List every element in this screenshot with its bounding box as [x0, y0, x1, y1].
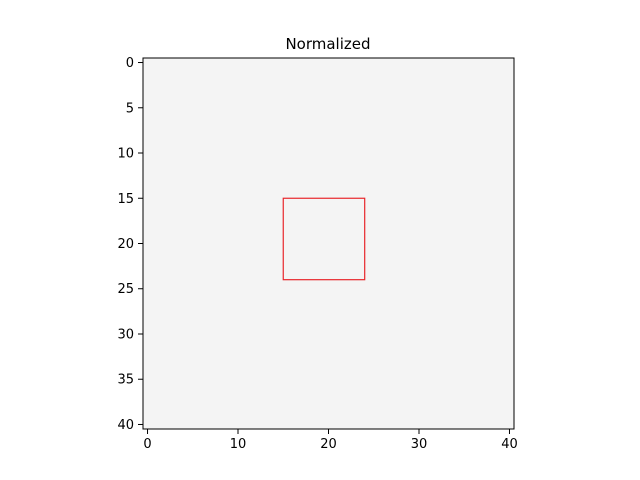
y-tick-label: 25 — [117, 282, 134, 297]
heatmap-background — [143, 58, 514, 429]
y-tick-label: 0 — [126, 56, 134, 71]
x-tick-label: 20 — [320, 437, 337, 452]
x-tick-label: 30 — [411, 437, 428, 452]
y-tick-label: 40 — [117, 418, 134, 433]
y-tick-label: 10 — [117, 147, 134, 162]
image-text-bottom: ev n — [140, 342, 530, 480]
heatmap-image: sion, black ev n — [140, 0, 531, 480]
plot-area: sion, black ev n — [140, 0, 531, 480]
y-tick-label: 20 — [117, 237, 134, 252]
y-tick-label: 30 — [117, 327, 134, 342]
y-tick-label: 5 — [126, 101, 134, 116]
x-tick-label: 40 — [501, 437, 518, 452]
chart-title: Normalized — [285, 35, 370, 53]
y-tick-label: 15 — [117, 192, 134, 207]
image-text-top: sion, — [140, 0, 520, 136]
x-tick-label: 10 — [230, 437, 247, 452]
x-axis: 0 10 20 30 40 — [143, 429, 518, 452]
image-text-middle: black — [140, 138, 531, 312]
y-tick-label: 35 — [117, 373, 134, 388]
highlight-box — [282, 197, 366, 281]
y-axis: 0 5 10 15 20 25 30 35 40 — [117, 56, 143, 433]
x-tick-label: 0 — [143, 437, 151, 452]
